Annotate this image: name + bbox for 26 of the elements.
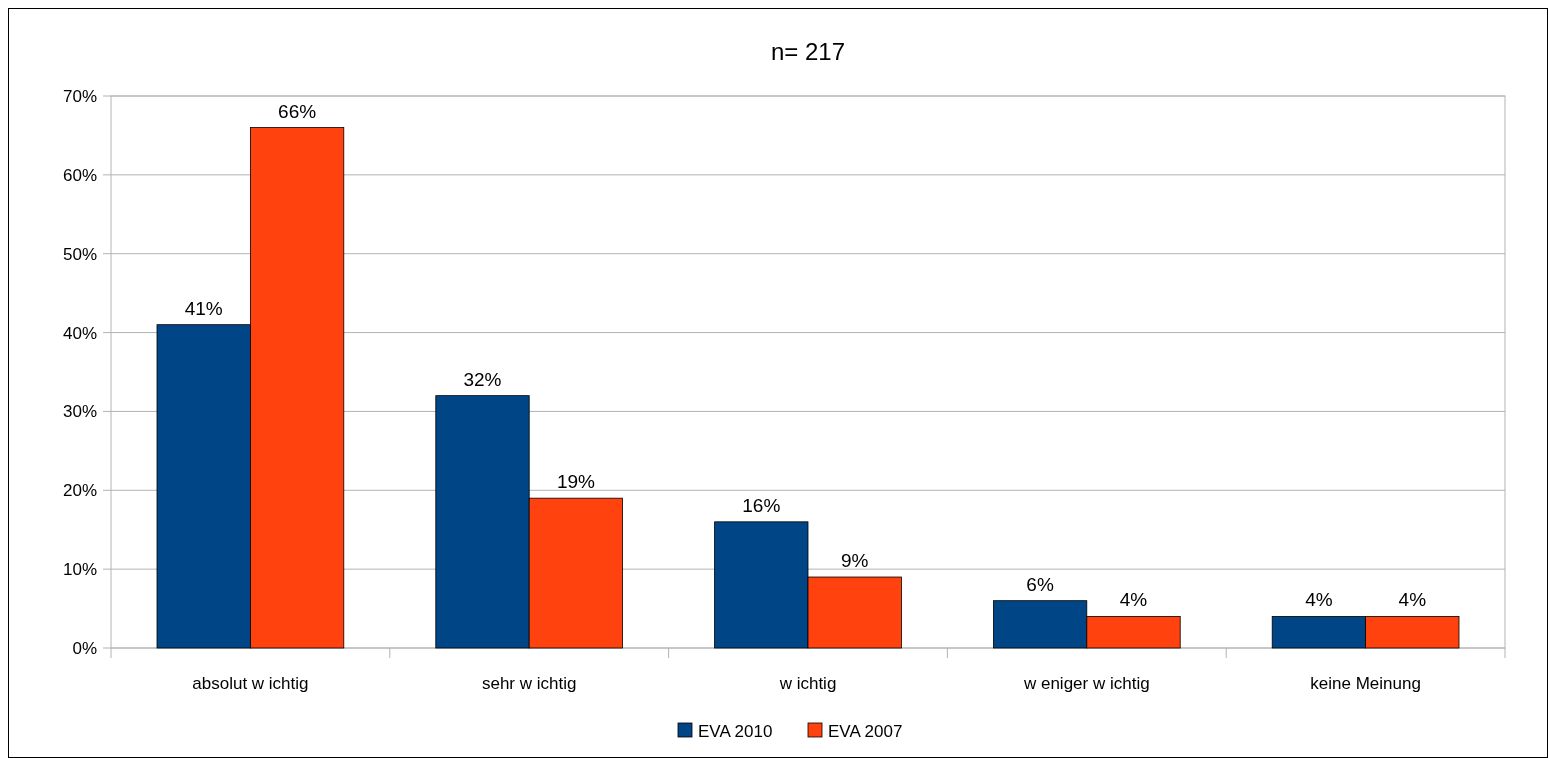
y-tick-label: 0% [72, 638, 97, 658]
x-tick-label: w eniger w ichtig [1022, 674, 1150, 693]
y-tick-label: 40% [62, 323, 97, 343]
data-label: 41% [184, 297, 223, 319]
data-label: 16% [742, 494, 781, 516]
y-tick-label: 60% [62, 165, 97, 185]
data-label: 4% [1119, 589, 1148, 611]
x-tick-label: keine Meinung [1310, 674, 1421, 693]
chart-title: n= 217 [770, 38, 846, 65]
data-label: 9% [840, 550, 869, 572]
y-tick-label: 30% [62, 402, 97, 422]
legend-label: EVA 2007 [828, 721, 903, 741]
y-tick-label: 50% [62, 244, 97, 264]
legend-label: EVA 2010 [698, 721, 773, 741]
x-tick-label: w ichtig [778, 674, 837, 693]
data-label: 32% [463, 368, 502, 390]
data-label: 4% [1305, 589, 1333, 611]
data-label: 19% [556, 471, 596, 493]
data-label: 6% [1026, 573, 1054, 595]
y-tick-label: 20% [62, 481, 97, 501]
y-tick-label: 10% [62, 560, 97, 580]
x-tick-label: absolut w ichtig [192, 674, 309, 693]
y-tick-label: 70% [62, 86, 97, 106]
data-label: 66% [278, 100, 317, 122]
data-label: 4% [1398, 589, 1427, 611]
x-tick-label: sehr w ichtig [481, 674, 577, 693]
